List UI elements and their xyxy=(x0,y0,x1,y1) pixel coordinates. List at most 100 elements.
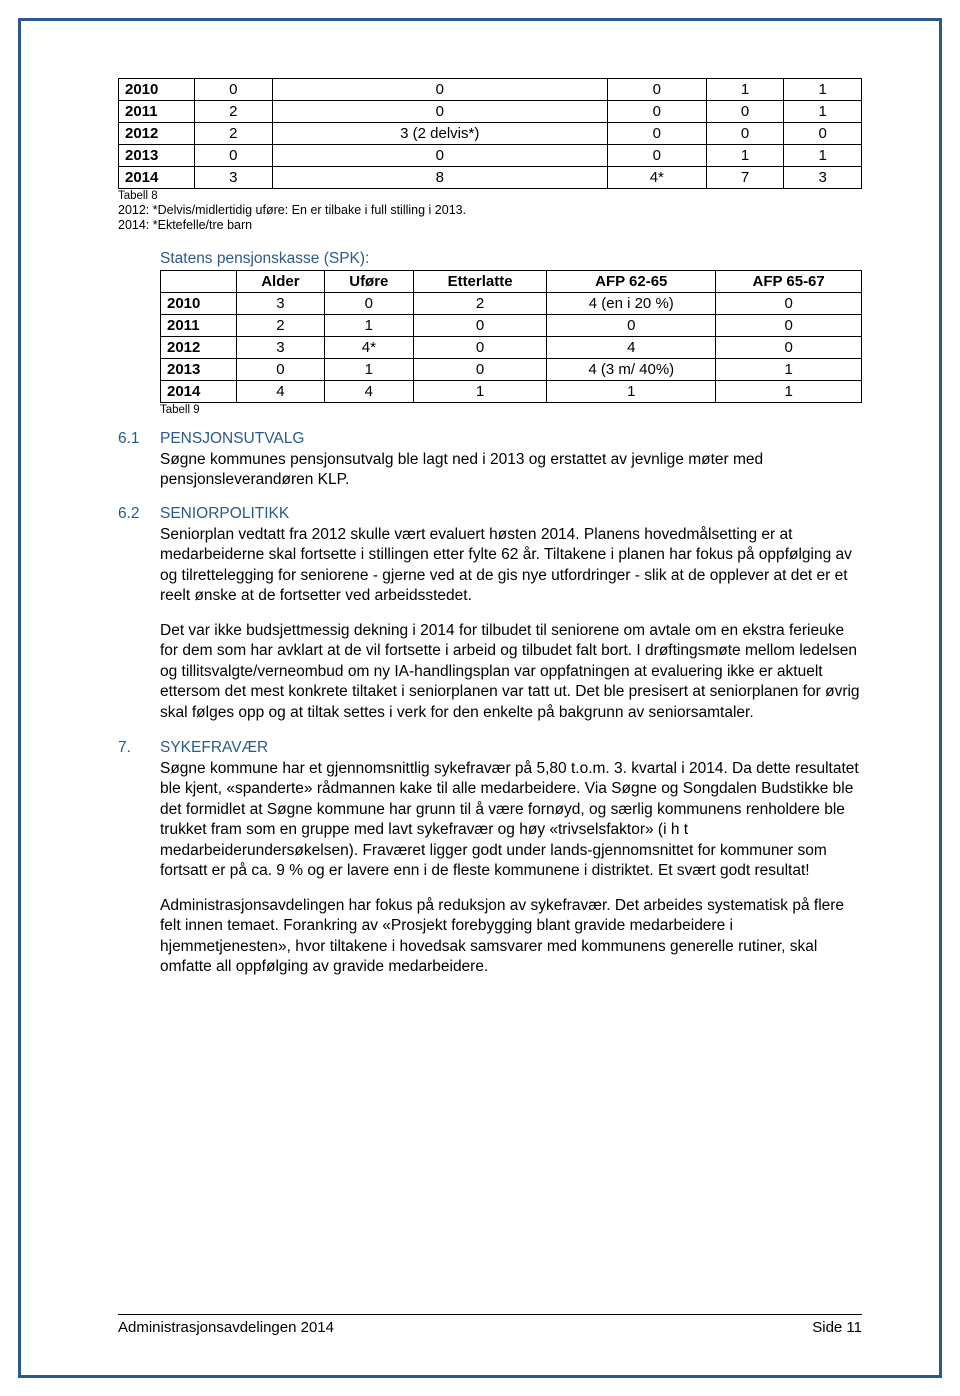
table-cell: 0 xyxy=(195,79,273,101)
table-cell: 2 xyxy=(195,101,273,123)
table-8: 201000011201120001201223 (2 delvis*)0002… xyxy=(118,78,862,189)
table-row: 201000011 xyxy=(119,79,862,101)
table-cell: 4 xyxy=(237,381,325,403)
table-cell: 1 xyxy=(324,359,413,381)
table-header-cell: Alder xyxy=(237,271,325,293)
table-cell: 3 (2 delvis*) xyxy=(272,123,607,145)
table-cell: 0 xyxy=(272,79,607,101)
table-row: 201121000 xyxy=(161,315,862,337)
section-7-para-2: Administrasjonsavdelingen har fokus på r… xyxy=(160,896,862,978)
table-cell: 1 xyxy=(547,381,716,403)
table-8-note-2: 2014: *Ektefelle/tre barn xyxy=(118,218,862,232)
table-cell: 2014 xyxy=(119,167,195,189)
table-cell: 2 xyxy=(237,315,325,337)
table-cell: 0 xyxy=(706,101,784,123)
table-cell: 2010 xyxy=(161,293,237,315)
table-cell: 1 xyxy=(784,101,862,123)
table-row: 20103024 (en i 20 %)0 xyxy=(161,293,862,315)
table-cell: 0 xyxy=(716,293,862,315)
table-cell: 2012 xyxy=(161,337,237,359)
table-cell: 4* xyxy=(324,337,413,359)
table-cell: 2 xyxy=(413,293,546,315)
footer-right: Side 11 xyxy=(812,1319,862,1336)
table-row: 201120001 xyxy=(119,101,862,123)
table-cell: 1 xyxy=(716,381,862,403)
table-8-label: Tabell 8 xyxy=(118,190,862,202)
table-cell: 2 xyxy=(195,123,273,145)
table-cell: 0 xyxy=(607,101,706,123)
table-cell: 4* xyxy=(607,167,706,189)
table-cell: 2011 xyxy=(119,101,195,123)
table-cell: 0 xyxy=(237,359,325,381)
table-header-cell: Etterlatte xyxy=(413,271,546,293)
table-cell: 0 xyxy=(195,145,273,167)
table-cell: 3 xyxy=(237,337,325,359)
table-cell: 0 xyxy=(413,359,546,381)
table-cell: 0 xyxy=(716,315,862,337)
table-cell: 1 xyxy=(324,315,413,337)
table-cell: 0 xyxy=(272,145,607,167)
table-cell: 0 xyxy=(413,337,546,359)
section-6-2-number: 6.2 xyxy=(118,505,160,723)
footer-left: Administrasjonsavdelingen 2014 xyxy=(118,1319,334,1336)
table-cell: 0 xyxy=(607,145,706,167)
table-cell: 2013 xyxy=(161,359,237,381)
table-cell: 3 xyxy=(237,293,325,315)
table-9: AlderUføreEtterlatteAFP 62-65AFP 65-67 2… xyxy=(160,270,862,403)
table-cell: 0 xyxy=(324,293,413,315)
table-cell: 1 xyxy=(784,145,862,167)
table-8-note-1: 2012: *Delvis/midlertidig uføre: En er t… xyxy=(118,203,862,217)
section-6-2-para-1: Seniorplan vedtatt fra 2012 skulle vært … xyxy=(160,525,862,607)
table-cell: 0 xyxy=(607,123,706,145)
table-cell: 2011 xyxy=(161,315,237,337)
table-row: 201234*040 xyxy=(161,337,862,359)
table-cell: 1 xyxy=(413,381,546,403)
section-7-number: 7. xyxy=(118,739,160,978)
table-cell: 0 xyxy=(413,315,546,337)
table-header-cell: AFP 65-67 xyxy=(716,271,862,293)
table-cell: 1 xyxy=(784,79,862,101)
table-cell: 0 xyxy=(716,337,862,359)
table-cell: 2012 xyxy=(119,123,195,145)
section-6-1: 6.1 PENSJONSUTVALG Søgne kommunes pensjo… xyxy=(118,430,862,491)
table-9-label: Tabell 9 xyxy=(160,404,862,416)
table-cell: 4 (en i 20 %) xyxy=(547,293,716,315)
table-row: 201300011 xyxy=(119,145,862,167)
section-6-2: 6.2 SENIORPOLITIKK Seniorplan vedtatt fr… xyxy=(118,505,862,723)
section-6-1-number: 6.1 xyxy=(118,430,160,491)
table-header-cell xyxy=(161,271,237,293)
table-cell: 1 xyxy=(706,79,784,101)
page-content: 201000011201120001201223 (2 delvis*)0002… xyxy=(118,78,862,1336)
table-cell: 0 xyxy=(784,123,862,145)
table-cell: 1 xyxy=(706,145,784,167)
table-header-cell: AFP 62-65 xyxy=(547,271,716,293)
table-cell: 7 xyxy=(706,167,784,189)
table-cell: 0 xyxy=(547,315,716,337)
table-cell: 3 xyxy=(195,167,273,189)
table-cell: 2013 xyxy=(119,145,195,167)
table-cell: 2010 xyxy=(119,79,195,101)
section-6-1-para-1: Søgne kommunes pensjonsutvalg ble lagt n… xyxy=(160,450,862,491)
section-6-2-para-2: Det var ikke budsjettmessig dekning i 20… xyxy=(160,621,862,723)
section-7-title: SYKEFRAVÆR xyxy=(160,739,862,757)
section-7-para-1: Søgne kommune har et gjennomsnittlig syk… xyxy=(160,759,862,882)
table-header-cell: Uføre xyxy=(324,271,413,293)
table-cell: 4 xyxy=(547,337,716,359)
table-cell: 4 xyxy=(324,381,413,403)
table-cell: 1 xyxy=(716,359,862,381)
section-6-2-title: SENIORPOLITIKK xyxy=(160,505,862,523)
table-cell: 8 xyxy=(272,167,607,189)
table-row: 20130104 (3 m/ 40%)1 xyxy=(161,359,862,381)
spk-title: Statens pensjonskasse (SPK): xyxy=(160,250,862,268)
table-cell: 2014 xyxy=(161,381,237,403)
table-cell: 0 xyxy=(706,123,784,145)
section-7: 7. SYKEFRAVÆR Søgne kommune har et gjenn… xyxy=(118,739,862,978)
table-cell: 4 (3 m/ 40%) xyxy=(547,359,716,381)
table-row: 2014384*73 xyxy=(119,167,862,189)
table-cell: 0 xyxy=(272,101,607,123)
table-row: 201223 (2 delvis*)000 xyxy=(119,123,862,145)
table-cell: 0 xyxy=(607,79,706,101)
page-footer: Administrasjonsavdelingen 2014 Side 11 xyxy=(118,1314,862,1336)
table-row: 201444111 xyxy=(161,381,862,403)
section-6-1-title: PENSJONSUTVALG xyxy=(160,430,862,448)
